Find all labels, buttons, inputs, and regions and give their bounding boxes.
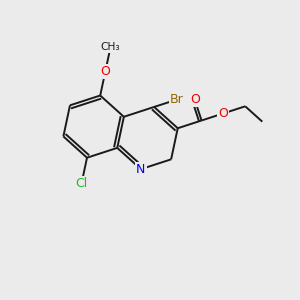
Text: CH₃: CH₃ (100, 42, 120, 52)
Text: O: O (100, 64, 110, 77)
Text: N: N (136, 163, 146, 176)
Text: Br: Br (170, 93, 184, 106)
Text: O: O (218, 107, 228, 120)
Text: Cl: Cl (76, 177, 88, 190)
Text: O: O (190, 93, 200, 106)
